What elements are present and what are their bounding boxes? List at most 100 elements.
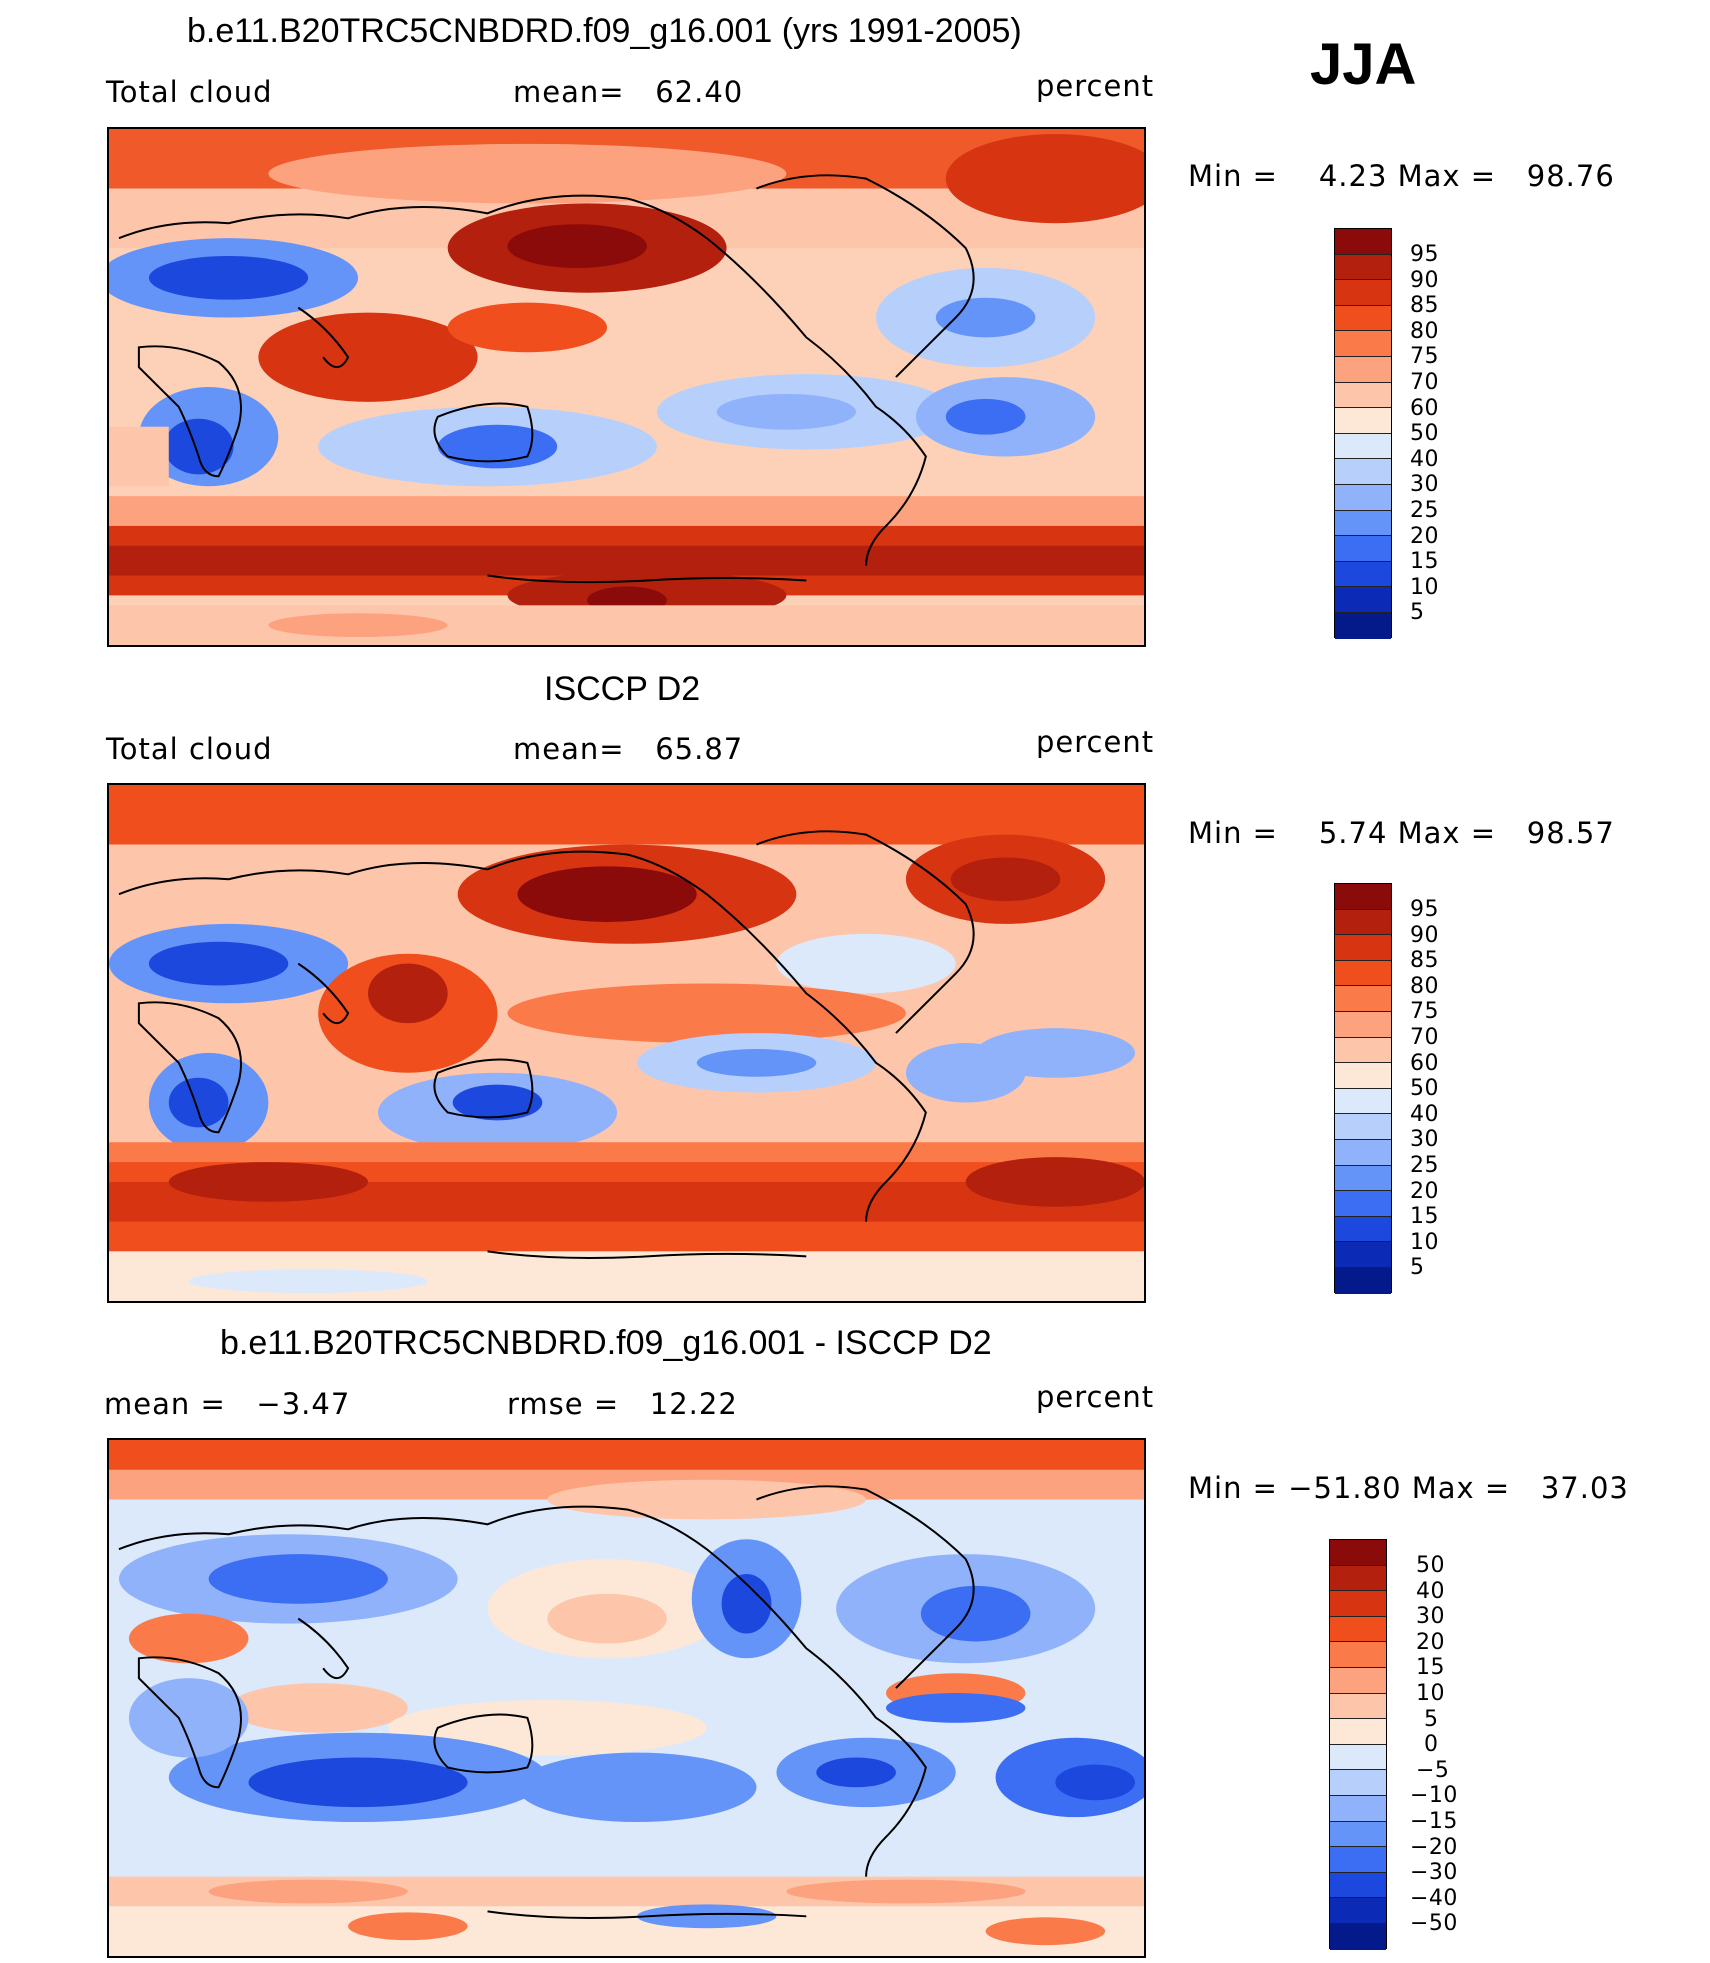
panel-2-minmax-label: Min = 5.74 Max = 98.57 xyxy=(1188,816,1615,850)
panel-1-colorbar-bin xyxy=(1335,536,1391,562)
panel-2-colorbar-label: 50 xyxy=(1410,1076,1439,1101)
panel-3-colorbar-bin xyxy=(1330,1924,1386,1950)
panel-3-colorbar-label: 40 xyxy=(1416,1579,1445,1604)
panel-2-colorbar-label: 60 xyxy=(1410,1051,1439,1076)
panel-1-colorbar xyxy=(1334,228,1392,639)
panel-3-field xyxy=(109,1440,1144,1956)
panel-3-colorbar-bin xyxy=(1330,1770,1386,1796)
panel-2-title: ISCCP D2 xyxy=(544,670,701,708)
panel-3-colorbar-label: −30 xyxy=(1410,1860,1458,1885)
panel-3-colorbar-bin xyxy=(1330,1616,1386,1643)
panel-3-colorbar-bin xyxy=(1330,1872,1386,1899)
panel-3-colorbar-bin xyxy=(1330,1719,1386,1745)
panel-3-mean-label: mean = −3.47 xyxy=(104,1387,351,1421)
panel-3-title: b.e11.B20TRC5CNBDRD.f09_g16.001 - ISCCP … xyxy=(220,1324,992,1362)
panel-2-colorbar-bin xyxy=(1335,1191,1391,1217)
panel-2-colorbar-label: 75 xyxy=(1410,999,1439,1024)
panel-2-colorbar-label: 80 xyxy=(1410,974,1439,999)
panel-3-colorbar-bin xyxy=(1330,1821,1386,1848)
panel-1-colorbar-label: 20 xyxy=(1410,524,1439,549)
panel-1-units-label: percent xyxy=(1036,69,1155,103)
panel-2-colorbar-bin xyxy=(1335,986,1391,1012)
panel-3-rmse-label: rmse = 12.22 xyxy=(507,1387,738,1421)
panel-1-colorbar-label: 25 xyxy=(1410,498,1439,523)
panel-2-map xyxy=(107,783,1146,1303)
panel-3-colorbar-label: −20 xyxy=(1410,1835,1458,1860)
panel-1-colorbar-bin xyxy=(1335,561,1391,588)
panel-3-colorbar-label: 50 xyxy=(1416,1553,1445,1578)
panel-3-colorbar-label: 0 xyxy=(1424,1732,1439,1757)
panel-2-colorbar-bin xyxy=(1335,884,1391,910)
panel-3-units-label: percent xyxy=(1036,1380,1155,1414)
panel-2-units-label: percent xyxy=(1036,725,1155,759)
panel-1-title: b.e11.B20TRC5CNBDRD.f09_g16.001 (yrs 199… xyxy=(187,12,1022,50)
panel-3-colorbar-label: −15 xyxy=(1410,1809,1458,1834)
panel-1-colorbar-bin xyxy=(1335,331,1391,357)
panel-1-colorbar-label: 30 xyxy=(1410,472,1439,497)
panel-1-map xyxy=(107,127,1146,647)
panel-2-colorbar-bin xyxy=(1335,1012,1391,1038)
panel-3-map xyxy=(107,1438,1146,1958)
panel-1-colorbar-bin xyxy=(1335,613,1391,639)
panel-2-colorbar-bin xyxy=(1335,1268,1391,1294)
panel-2-colorbar-bin xyxy=(1335,1037,1391,1064)
panel-3-colorbar-bin xyxy=(1330,1642,1386,1668)
panel-2-colorbar-label: 10 xyxy=(1410,1230,1439,1255)
panel-1-colorbar-bin xyxy=(1335,382,1391,409)
panel-1-mean-label: mean= 62.40 xyxy=(513,75,744,109)
panel-1-colorbar-label: 15 xyxy=(1410,549,1439,574)
panel-2-colorbar-bin xyxy=(1335,1088,1391,1115)
panel-1-colorbar-label: 75 xyxy=(1410,344,1439,369)
panel-2-mean-label: mean= 65.87 xyxy=(513,732,744,766)
panel-3-colorbar-label: 30 xyxy=(1416,1604,1445,1629)
panel-2-colorbar-label: 95 xyxy=(1410,897,1439,922)
panel-1-field xyxy=(109,129,1144,645)
panel-1-colorbar-bin xyxy=(1335,587,1391,613)
panel-2-colorbar-bin xyxy=(1335,1242,1391,1268)
panel-2-colorbar-label: 30 xyxy=(1410,1127,1439,1152)
panel-3-colorbar-bin xyxy=(1330,1540,1386,1566)
panel-1-colorbar-bin xyxy=(1335,229,1391,255)
panel-2-colorbar-bin xyxy=(1335,1140,1391,1166)
panel-1-colorbar-bin xyxy=(1335,254,1391,281)
panel-1-colorbar-label: 70 xyxy=(1410,370,1439,395)
panel-1-minmax-label: Min = 4.23 Max = 98.76 xyxy=(1188,159,1615,193)
panel-2-colorbar-bin xyxy=(1335,909,1391,936)
panel-3-colorbar-bin xyxy=(1330,1847,1386,1873)
panel-2-colorbar-label: 15 xyxy=(1410,1204,1439,1229)
panel-1-colorbar-label: 80 xyxy=(1410,319,1439,344)
panel-1-colorbar-bin xyxy=(1335,459,1391,485)
panel-3-colorbar xyxy=(1329,1539,1387,1950)
panel-1-colorbar-bin xyxy=(1335,357,1391,383)
panel-1-variable-label: Total cloud xyxy=(106,75,273,109)
panel-2-colorbar-label: 70 xyxy=(1410,1025,1439,1050)
season-label: JJA xyxy=(1310,32,1417,97)
panel-2-colorbar-bin xyxy=(1335,935,1391,961)
panel-3-colorbar-label: 20 xyxy=(1416,1630,1445,1655)
panel-3-colorbar-bin xyxy=(1330,1693,1386,1720)
panel-1-colorbar-bin xyxy=(1335,408,1391,434)
panel-2-field xyxy=(109,785,1144,1301)
panel-1-colorbar-label: 90 xyxy=(1410,268,1439,293)
panel-1-colorbar-label: 60 xyxy=(1410,396,1439,421)
panel-3-minmax-label: Min = −51.80 Max = 37.03 xyxy=(1188,1471,1629,1505)
panel-3-colorbar-label: −5 xyxy=(1416,1758,1450,1783)
panel-1-colorbar-label: 10 xyxy=(1410,575,1439,600)
panel-2-colorbar-label: 40 xyxy=(1410,1102,1439,1127)
panel-1-colorbar-bin xyxy=(1335,433,1391,460)
panel-3-colorbar-bin xyxy=(1330,1591,1386,1617)
panel-3-colorbar-bin xyxy=(1330,1744,1386,1771)
panel-3-colorbar-label: 15 xyxy=(1416,1655,1445,1680)
panel-1-colorbar-label: 5 xyxy=(1410,600,1425,625)
panel-2-colorbar-label: 5 xyxy=(1410,1255,1425,1280)
panel-2-colorbar-label: 85 xyxy=(1410,948,1439,973)
panel-1-colorbar-bin xyxy=(1335,305,1391,332)
panel-2-colorbar-label: 25 xyxy=(1410,1153,1439,1178)
panel-3-colorbar-label: 5 xyxy=(1424,1707,1439,1732)
panel-3-colorbar-bin xyxy=(1330,1668,1386,1694)
panel-1-colorbar-bin xyxy=(1335,280,1391,306)
panel-2-colorbar-label: 20 xyxy=(1410,1179,1439,1204)
panel-3-colorbar-label: −10 xyxy=(1410,1783,1458,1808)
panel-2-colorbar-bin xyxy=(1335,1216,1391,1243)
panel-2-colorbar-bin xyxy=(1335,1114,1391,1140)
